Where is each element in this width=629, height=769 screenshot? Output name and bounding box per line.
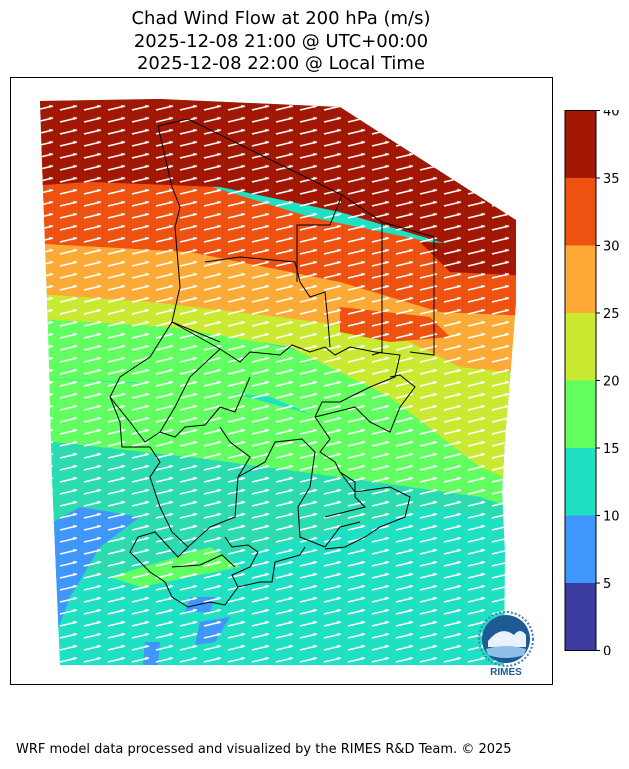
gabon-border	[171, 554, 236, 568]
drc-border	[237, 546, 306, 588]
colorbar-tick-label: 15	[603, 442, 620, 457]
car-south	[324, 471, 411, 550]
colorbar-band	[565, 448, 596, 516]
chad-interior-line	[204, 256, 331, 348]
colorbar-tick-label: 20	[603, 375, 620, 390]
title-line-3: 2025-12-08 22:00 @ Local Time	[136, 53, 426, 74]
colorbar-tick-label: 30	[603, 240, 620, 255]
car-border	[314, 374, 416, 433]
colorbar-tick-label: 40	[603, 110, 620, 120]
colorbar-band	[565, 178, 596, 246]
niger-chad-border	[159, 348, 221, 433]
colorbar-band	[565, 515, 596, 583]
congo-border	[129, 531, 259, 608]
title-line-2: 2025-12-08 21:00 @ UTC+00:00	[133, 31, 429, 52]
rimes-logo-text: RIMES	[490, 667, 522, 678]
cameroon-border	[237, 438, 361, 548]
colorbar-tick-label: 25	[603, 307, 620, 322]
colorbar-tick-label: 35	[603, 172, 620, 187]
colorbar-band	[565, 110, 596, 178]
map-panel: RIMES	[10, 77, 553, 685]
colorbar-band	[565, 245, 596, 313]
footer-credit: WRF model data processed and visualized …	[16, 742, 512, 757]
libya-inner-border	[296, 194, 343, 282]
nigeria-outline	[109, 396, 251, 548]
nigeria-niger-border	[109, 321, 251, 443]
colorbar-tick-label: 0	[603, 645, 611, 656]
colorbar: 0 5 10 15 20 25 30 35 40	[564, 110, 620, 656]
rimes-logo: RIMES	[478, 611, 534, 678]
colorbar-band	[565, 313, 596, 381]
colorbar-tick-label: 5	[603, 577, 611, 592]
sudan-border	[381, 221, 435, 356]
colorbar-tick-label: 10	[603, 510, 620, 525]
colorbar-band	[565, 380, 596, 448]
country-borders	[109, 118, 435, 608]
title-line-1: Chad Wind Flow at 200 hPa (m/s)	[131, 8, 431, 29]
colorbar-band	[565, 583, 596, 651]
